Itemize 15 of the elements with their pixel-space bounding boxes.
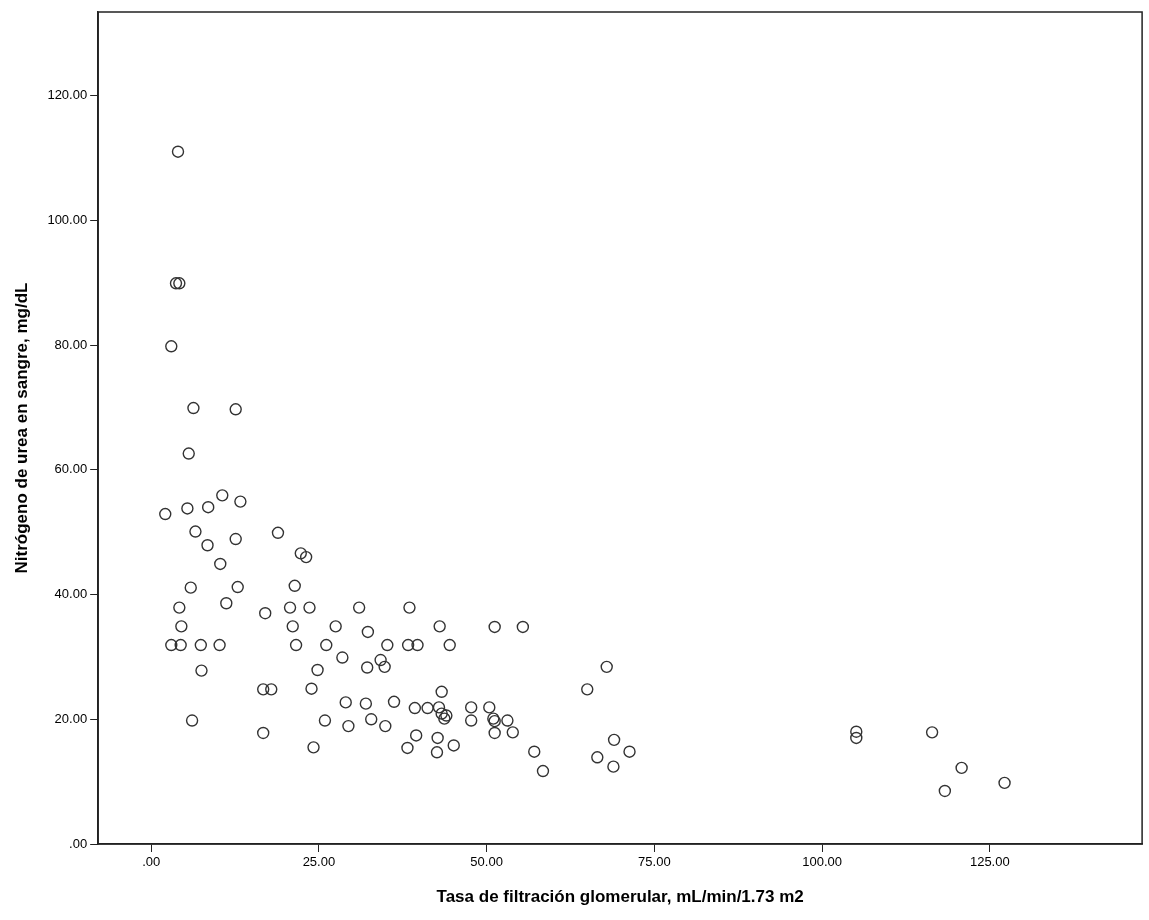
x-tick-label: 25.00 — [302, 854, 336, 870]
y-tick-label: 80.00 — [54, 336, 88, 352]
x-tick-label: 75.00 — [638, 854, 671, 870]
y-tick-label: .00 — [69, 835, 88, 851]
y-tick-label: 40.00 — [54, 586, 88, 602]
y-axis-title: Nitrógeno de urea en sangre, mg/dL — [11, 282, 31, 574]
x-tick-label: .00 — [142, 854, 161, 870]
x-tick-label: 125.00 — [969, 854, 1010, 870]
y-tick-label: 120.00 — [47, 87, 88, 103]
x-axis-title: Tasa de filtración glomerular, mL/min/1.73 m2 — [436, 887, 804, 907]
x-tick-label: 100.00 — [802, 854, 842, 870]
y-tick-label: 20.00 — [54, 710, 88, 726]
y-tick-label: 60.00 — [54, 461, 88, 477]
x-tick-label: 50.00 — [470, 854, 503, 870]
y-tick-label: 100.00 — [47, 211, 88, 227]
